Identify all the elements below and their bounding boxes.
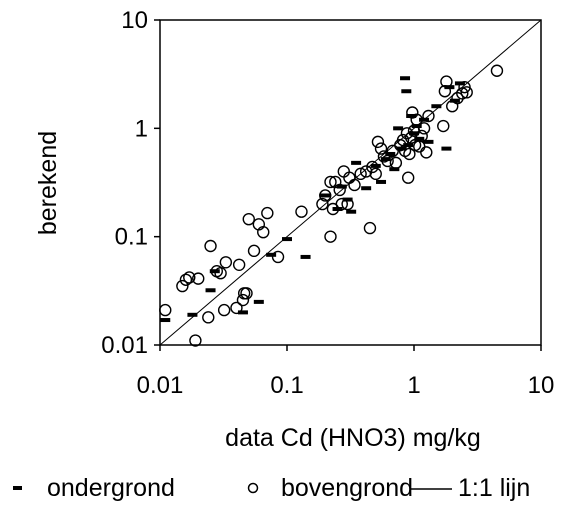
- legend-swatch-ondergrond: [13, 486, 22, 490]
- point-ondergrond: [346, 210, 356, 214]
- point-bovengrond: [421, 147, 432, 158]
- point-bovengrond: [205, 241, 216, 252]
- point-bovengrond: [249, 245, 260, 256]
- legend-label-bovengrond: bovengrond: [281, 474, 413, 502]
- point-bovengrond: [220, 257, 231, 268]
- point-ondergrond: [187, 313, 197, 317]
- point-ondergrond: [254, 300, 264, 304]
- point-ondergrond: [400, 76, 410, 80]
- point-bovengrond: [403, 172, 414, 183]
- point-ondergrond: [393, 126, 403, 130]
- point-ondergrond: [282, 237, 292, 241]
- point-ondergrond: [320, 193, 330, 197]
- point-ondergrond: [401, 89, 411, 93]
- y-tick-label: 0.1: [115, 224, 148, 251]
- point-ondergrond: [351, 161, 361, 165]
- point-bovengrond: [273, 251, 284, 262]
- point-bovengrond: [160, 305, 171, 316]
- x-tick-label: 10: [528, 372, 555, 399]
- point-bovengrond: [491, 65, 502, 76]
- point-bovengrond: [325, 231, 336, 242]
- y-axis-title: berekend: [34, 131, 62, 235]
- x-tick-label: 0.1: [270, 372, 303, 399]
- point-ondergrond: [441, 147, 451, 151]
- point-bovengrond: [219, 305, 230, 316]
- point-bovengrond: [419, 123, 430, 134]
- point-bovengrond: [296, 206, 307, 217]
- point-ondergrond: [160, 318, 170, 322]
- point-ondergrond: [376, 180, 386, 184]
- point-ondergrond: [431, 104, 441, 108]
- point-bovengrond: [203, 312, 214, 323]
- point-ondergrond: [206, 288, 216, 292]
- x-tick-label: 1: [407, 372, 420, 399]
- data-points: [160, 65, 503, 346]
- y-tick-label: 0.01: [101, 332, 148, 359]
- legend-label-1-1-lijn: 1:1 lijn: [458, 474, 530, 502]
- y-tick-label: 10: [121, 7, 148, 34]
- point-bovengrond: [364, 223, 375, 234]
- point-bovengrond: [243, 214, 254, 225]
- x-axis-title: data Cd (HNO3) mg/kg: [225, 424, 481, 452]
- point-bovengrond: [370, 168, 381, 179]
- point-ondergrond: [301, 255, 311, 259]
- legend-label-ondergrond: ondergrond: [47, 474, 175, 502]
- point-ondergrond: [361, 186, 371, 190]
- point-bovengrond: [262, 208, 273, 219]
- legend-swatch-bovengrond: [249, 484, 258, 493]
- x-tick-label: 0.01: [137, 372, 184, 399]
- point-bovengrond: [390, 157, 401, 168]
- point-bovengrond: [438, 121, 449, 132]
- point-ondergrond: [371, 164, 381, 168]
- y-tick-label: 1: [135, 115, 148, 142]
- point-bovengrond: [215, 268, 226, 279]
- legend: ondergrond bovengrond 1:1 lijn: [13, 474, 530, 502]
- point-bovengrond: [372, 136, 383, 147]
- point-bovengrond: [234, 259, 245, 270]
